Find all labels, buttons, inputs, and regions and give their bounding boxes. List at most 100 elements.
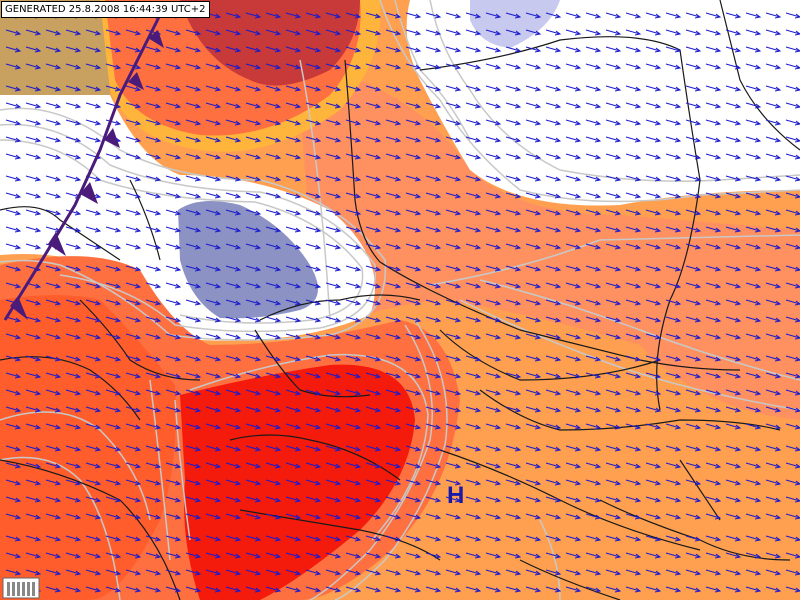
wind-arrow [725, 552, 741, 558]
wind-arrow [765, 85, 781, 91]
wind-arrow [565, 496, 581, 502]
wind-arrow-head [534, 536, 542, 542]
wind-arrow [365, 586, 381, 592]
wind-arrow [265, 265, 281, 271]
wind-arrow [705, 12, 721, 18]
wind-arrow [665, 423, 681, 429]
wind-arrow [385, 355, 401, 361]
wind-arrow-head [694, 317, 702, 323]
wind-arrow-head [654, 86, 662, 92]
wind-arrow-head [394, 373, 402, 379]
wind-arrow [365, 265, 381, 271]
wind-arrow-head [574, 227, 582, 233]
wind-arrow-head [154, 47, 162, 53]
wind-arrow-head [234, 570, 242, 576]
wind-arrow [225, 153, 241, 159]
wind-arrow-head [34, 300, 42, 306]
wind-arrow-head [494, 514, 502, 520]
wind-arrow-head [274, 137, 282, 143]
wind-arrow [325, 102, 341, 108]
wind-arrow-head [234, 424, 242, 430]
wind-arrow-head [154, 300, 162, 306]
wind-arrow-head [594, 463, 602, 469]
wind-arrow-head [134, 210, 142, 216]
wind-arrow-head [594, 193, 602, 199]
wind-arrow [185, 46, 201, 52]
wind-arrow [285, 445, 301, 451]
wind-arrow [325, 586, 341, 592]
wind-arrow-head [334, 210, 342, 216]
wind-arrow-head [454, 193, 462, 199]
wind-arrow [225, 552, 241, 558]
wind-arrow [105, 265, 121, 271]
wind-arrow [205, 355, 221, 361]
wind-arrow-head [294, 47, 302, 53]
wind-arrow [325, 535, 341, 541]
wind-arrow-head [134, 446, 142, 452]
wind-arrow [565, 316, 581, 322]
wind-arrow-head [274, 514, 282, 520]
wind-arrow [325, 496, 341, 502]
wind-arrow [365, 496, 381, 502]
wind-arrow [725, 569, 741, 575]
wind-arrow [725, 153, 741, 159]
wind-arrow [625, 153, 641, 159]
wind-arrow [265, 389, 281, 395]
wind-arrow [665, 282, 681, 288]
wind-arrow [465, 102, 481, 108]
wind-arrow-head [534, 390, 542, 396]
wind-arrow-head [94, 373, 102, 379]
wind-arrow-head [314, 64, 322, 70]
wind-arrow-head [474, 373, 482, 379]
wind-arrow-head [14, 30, 22, 36]
wind-arrow [205, 316, 221, 322]
wind-arrow-head [774, 317, 782, 323]
wind-arrow [585, 299, 601, 305]
wind-arrow-head [514, 193, 522, 199]
wind-arrow-head [354, 480, 362, 486]
wind-arrow [485, 153, 501, 159]
wind-arrow [125, 85, 141, 91]
wind-arrow-head [554, 30, 562, 36]
wind-arrow-head [334, 103, 342, 109]
wind-arrow-head [34, 536, 42, 542]
wind-arrow-head [774, 227, 782, 233]
wind-arrow-head [674, 300, 682, 306]
wind-arrow [5, 46, 21, 52]
wind-arrow [265, 586, 281, 592]
wind-arrow [685, 423, 701, 429]
wind-arrow-head [274, 120, 282, 126]
wind-arrow-head [74, 137, 82, 143]
wind-arrow [125, 513, 141, 519]
wind-arrow [545, 513, 561, 519]
wind-arrow [165, 119, 181, 125]
wind-arrow-head [34, 137, 42, 143]
wind-arrow [525, 136, 541, 142]
wind-arrow-head [434, 13, 442, 19]
wind-arrow-head [94, 176, 102, 182]
wind-arrow [685, 175, 701, 181]
wind-arrow [325, 513, 341, 519]
wind-arrow-head [74, 64, 82, 70]
wind-arrow-head [254, 227, 262, 233]
wind-arrow [505, 119, 521, 125]
wind-arrow-head [794, 446, 800, 452]
wind-arrow-head [734, 587, 742, 593]
wind-arrow-head [354, 407, 362, 413]
wind-arrow [285, 299, 301, 305]
wind-arrow-head [774, 514, 782, 520]
wind-arrow [465, 462, 481, 468]
wind-arrow-head [734, 210, 742, 216]
wind-arrow [485, 333, 501, 339]
wind-arrow [585, 552, 601, 558]
wind-arrow-head [414, 356, 422, 362]
wind-arrow [245, 29, 261, 35]
wind-arrow-head [374, 283, 382, 289]
wind-arrow [685, 153, 701, 159]
wind-arrow-head [394, 210, 402, 216]
wind-arrow [65, 209, 81, 215]
wind-arrow-head [314, 137, 322, 143]
wind-arrow-head [494, 210, 502, 216]
wind-arrow-head [14, 210, 22, 216]
wind-arrow-head [654, 300, 662, 306]
